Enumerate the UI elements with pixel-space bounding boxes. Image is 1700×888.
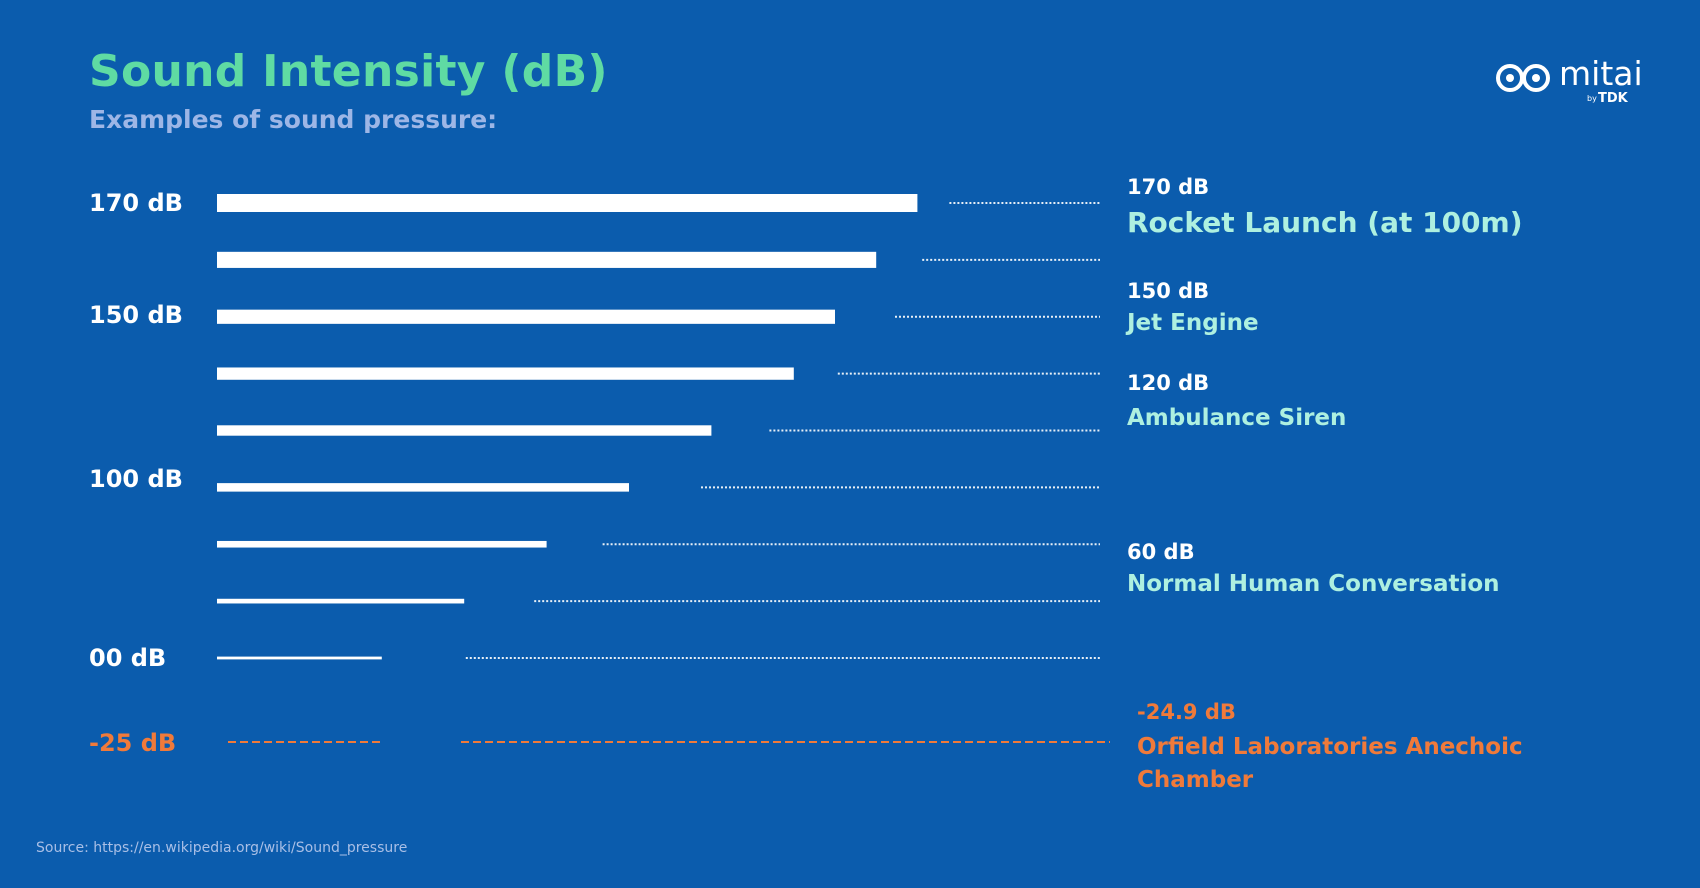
annotation-db-0: 170 dB	[1127, 175, 1209, 199]
logo-by-text: by	[1587, 94, 1597, 103]
annotation-name-3: Normal Human Conversation	[1127, 571, 1500, 597]
annotation-name-2: Ambulance Siren	[1127, 405, 1346, 431]
bar-150db	[217, 309, 835, 324]
annotation-db-2: 120 dB	[1127, 371, 1209, 395]
mitai-logo-icon	[1496, 64, 1550, 92]
annotation-name-4-line-0: Orfield Laboratories Anechoic	[1137, 734, 1523, 760]
mitai-logo: mitai by TDK	[1494, 56, 1649, 106]
axis-label-150db: 150 dB	[89, 301, 183, 329]
logo-company-text: TDK	[1598, 91, 1628, 106]
annotation-name-4-line-1: Chamber	[1137, 767, 1254, 793]
axis-label-0db: 00 dB	[89, 644, 166, 672]
bar-40db	[217, 656, 382, 660]
bar-80db	[217, 540, 547, 548]
annotation-name-0: Rocket Launch (at 100m)	[1127, 206, 1523, 239]
annotation-name-1: Jet Engine	[1125, 310, 1259, 336]
bar-160db	[217, 251, 877, 268]
bar-60db	[217, 598, 465, 604]
annotation-db-1: 150 dB	[1127, 279, 1209, 303]
annotation-db-3: 60 dB	[1127, 540, 1195, 564]
bar-140db	[217, 367, 794, 380]
bar-120db	[217, 425, 712, 436]
axis-label--25db: -25 dB	[89, 729, 176, 757]
logo-brand-text: mitai	[1559, 54, 1643, 93]
axis-label-100db: 100 dB	[89, 465, 183, 493]
annotation-db-4: -24.9 dB	[1137, 700, 1236, 724]
bar-100db	[217, 483, 629, 492]
source-note: Source: https://en.wikipedia.org/wiki/So…	[36, 840, 408, 856]
page-title: Sound Intensity (dB)	[89, 46, 608, 97]
bar-170db	[217, 194, 918, 212]
page-subtitle: Examples of sound pressure:	[89, 105, 498, 134]
axis-label-170db: 170 dB	[89, 189, 183, 217]
